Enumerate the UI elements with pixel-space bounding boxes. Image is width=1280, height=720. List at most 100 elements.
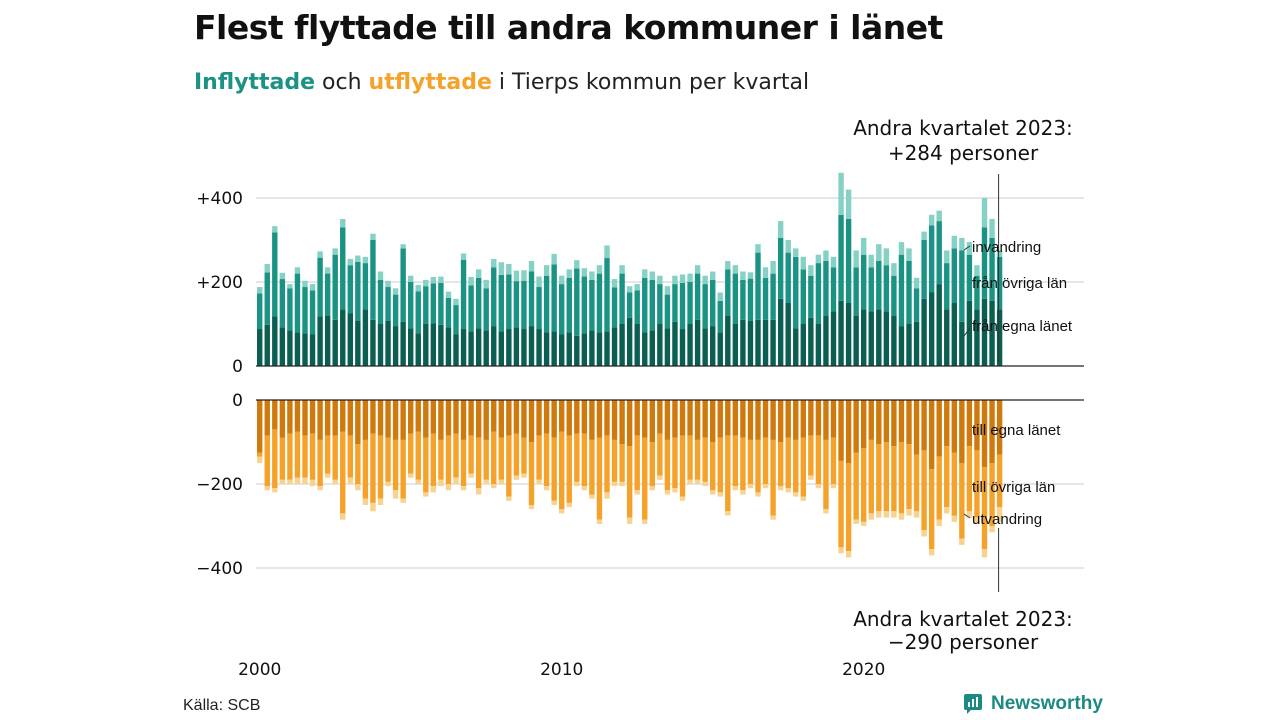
bar-in-other	[725, 269, 731, 316]
bar-out-own	[830, 400, 837, 438]
bar-out-other	[543, 433, 550, 487]
bar-out-own	[453, 400, 459, 434]
bar-in-other	[664, 294, 671, 329]
bar-out-other	[785, 437, 791, 489]
bar-in-immig	[468, 276, 474, 286]
bar-out-emig	[694, 479, 701, 484]
bar-in-own	[974, 309, 980, 366]
bar-out-emig	[475, 488, 482, 495]
bar-in-immig	[913, 277, 920, 289]
bar-out-other	[710, 442, 716, 491]
bar-out-other	[475, 437, 482, 489]
bar-in-own	[883, 311, 890, 366]
bar-in-immig	[649, 271, 655, 280]
bar-out-other	[883, 442, 890, 512]
bar-in-immig	[974, 265, 980, 276]
bar-in-other	[642, 277, 648, 333]
bar-in-immig	[604, 245, 610, 259]
bar-out-other	[800, 437, 806, 497]
bar-out-own	[944, 400, 950, 447]
bar-out-own	[755, 400, 761, 440]
bar-out-own	[815, 400, 822, 436]
y-tick-label: +400	[196, 189, 243, 209]
bar-out-emig	[936, 519, 942, 526]
bar-in-own	[710, 326, 716, 366]
bar-in-immig	[717, 292, 723, 301]
bar-out-own	[800, 400, 806, 438]
bar-in-immig	[611, 279, 618, 288]
bar-in-own	[309, 334, 316, 366]
bar-out-own	[604, 400, 610, 436]
bar-in-other	[800, 269, 806, 324]
bar-out-own	[966, 400, 973, 447]
bar-in-other	[815, 263, 822, 324]
bar-out-own	[521, 400, 527, 438]
bar-out-own	[498, 400, 504, 438]
bar-in-other	[611, 287, 618, 328]
bar-in-immig	[302, 280, 308, 288]
bar-in-immig	[498, 262, 504, 275]
bar-in-immig	[944, 250, 950, 264]
subtitle-rest: i Tierps kommun per kvartal	[498, 70, 810, 95]
bar-out-emig	[604, 492, 610, 499]
bar-out-own	[445, 400, 452, 436]
bar-in-other	[936, 221, 942, 285]
bar-in-own	[687, 324, 693, 366]
bar-out-other	[936, 456, 942, 520]
bar-out-emig	[596, 519, 603, 524]
bar-in-other	[604, 258, 610, 332]
bar-in-other	[883, 265, 890, 312]
bar-in-own	[513, 327, 520, 366]
bar-in-other	[823, 261, 829, 316]
bar-in-own	[861, 309, 867, 366]
bar-in-immig	[551, 253, 557, 265]
bar-in-own	[649, 330, 655, 366]
bar-in-immig	[559, 275, 565, 285]
bar-in-own	[430, 323, 437, 366]
bar-in-other	[566, 277, 572, 333]
bar-out-emig	[453, 477, 459, 484]
bar-out-other	[340, 431, 346, 514]
bar-out-emig	[400, 498, 406, 503]
bar-out-other	[438, 439, 444, 480]
bar-in-immig	[876, 244, 882, 261]
bar-in-own	[294, 332, 301, 366]
bar-out-other	[770, 439, 776, 516]
bar-in-other	[453, 305, 459, 335]
bar-in-own	[347, 313, 353, 366]
bar-in-immig	[830, 256, 837, 268]
bar-out-own	[732, 400, 739, 436]
bar-out-other	[777, 442, 784, 487]
annotation-top-line1: Andra kvartalet 2023:	[853, 116, 1073, 140]
bar-in-own	[415, 333, 421, 366]
bar-out-own	[906, 400, 912, 445]
bar-in-other	[913, 288, 920, 322]
x-tick-label: 2000	[238, 660, 281, 680]
bar-out-own	[770, 400, 776, 440]
bar-out-emig	[415, 479, 421, 484]
bar-out-emig	[385, 481, 391, 487]
bar-in-other	[498, 274, 504, 332]
bar-in-other	[989, 237, 995, 301]
bar-out-emig	[498, 479, 504, 484]
chart-title: Flest flyttade till andra kommuner i län…	[194, 8, 943, 47]
bar-in-own	[604, 331, 610, 366]
bar-in-immig	[657, 275, 663, 285]
bar-in-other	[906, 261, 912, 324]
bar-out-own	[808, 400, 814, 436]
bar-out-emig	[800, 496, 806, 501]
bar-in-other	[543, 275, 550, 333]
bar-in-other	[506, 274, 512, 330]
bar-in-immig	[838, 172, 844, 215]
bar-out-emig	[536, 479, 542, 484]
bar-out-other	[566, 435, 572, 503]
bar-in-other	[898, 254, 905, 327]
bar-in-immig	[664, 286, 671, 295]
bar-out-emig	[853, 519, 859, 524]
bar-out-emig	[687, 479, 693, 484]
bar-out-other	[279, 437, 286, 480]
bar-out-other	[815, 435, 822, 484]
bar-in-other	[445, 297, 452, 328]
brand-logo[interactable]: Newsworthy	[962, 693, 1103, 715]
bar-in-own	[264, 324, 270, 366]
